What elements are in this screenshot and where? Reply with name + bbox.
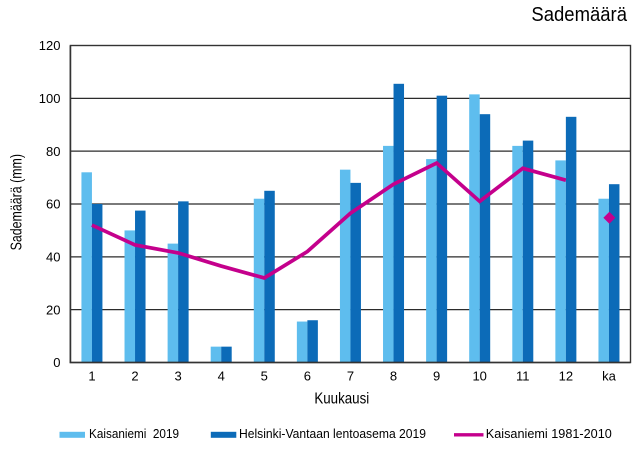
svg-text:Kaisaniemi 2019: Kaisaniemi 2019 (89, 426, 179, 441)
svg-text:Sademäärä: Sademäärä (531, 3, 627, 26)
svg-text:100: 100 (39, 91, 61, 106)
svg-text:ka: ka (602, 368, 617, 383)
svg-text:11: 11 (516, 368, 530, 383)
svg-text:Kuukausi: Kuukausi (314, 391, 369, 408)
svg-text:10: 10 (472, 368, 486, 383)
svg-text:120: 120 (39, 38, 61, 53)
svg-text:1: 1 (88, 368, 95, 383)
svg-text:Helsinki-Vantaan lentoasema 20: Helsinki-Vantaan lentoasema 2019 (239, 426, 426, 441)
svg-text:4: 4 (218, 368, 225, 383)
svg-text:0: 0 (53, 355, 60, 370)
svg-text:6: 6 (304, 368, 311, 383)
svg-text:Kaisaniemi 1981-2010: Kaisaniemi 1981-2010 (486, 426, 612, 441)
svg-text:40: 40 (46, 249, 60, 264)
svg-text:9: 9 (433, 368, 440, 383)
svg-text:20: 20 (46, 302, 60, 317)
svg-text:7: 7 (347, 368, 354, 383)
svg-text:8: 8 (390, 368, 397, 383)
svg-text:2: 2 (131, 368, 138, 383)
svg-text:5: 5 (261, 368, 268, 383)
svg-text:3: 3 (174, 368, 181, 383)
svg-text:80: 80 (46, 144, 60, 159)
svg-text:12: 12 (559, 368, 573, 383)
svg-text:Sademäärä (mm): Sademäärä (mm) (9, 154, 26, 250)
svg-text:60: 60 (46, 197, 60, 212)
